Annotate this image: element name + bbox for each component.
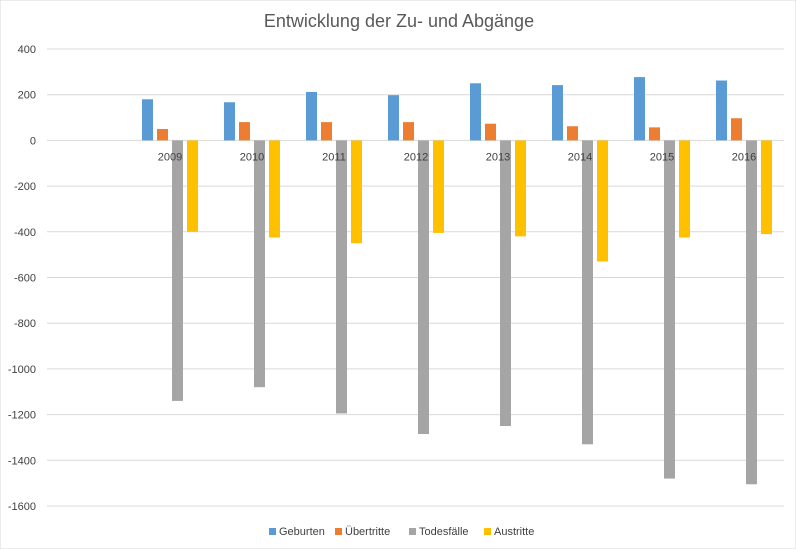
legend: Geburten Übertritte Todesfälle Austritte [269, 526, 534, 538]
y-tick-label: -200 [14, 181, 36, 193]
bar-austritte-2011 [351, 140, 362, 244]
legend-label: Geburten [279, 526, 325, 538]
y-tick-label: -1000 [8, 364, 36, 376]
bar-übertritte-2014 [567, 126, 578, 141]
bar-todesfälle-2011 [336, 140, 347, 414]
x-tick-label: 2013 [486, 151, 510, 163]
bar-austritte-2010 [269, 140, 280, 238]
bar-übertritte-2016 [731, 118, 742, 141]
bar-todesfälle-2013 [500, 140, 511, 427]
bar-geburten-2014 [552, 85, 563, 141]
x-tick-label: 2014 [568, 151, 592, 163]
x-tick-label: 2010 [240, 151, 264, 163]
x-tick-label: 2015 [650, 151, 674, 163]
bar-austritte-2012 [433, 140, 444, 233]
bar-geburten-2012 [388, 95, 399, 141]
gridlines [47, 48, 784, 507]
bar-geburten-2015 [634, 77, 645, 141]
bar-austritte-2016 [761, 140, 772, 235]
legend-swatch [484, 528, 491, 535]
bar-übertritte-2010 [239, 122, 250, 141]
legend-label: Todesfälle [419, 526, 469, 538]
bar-übertritte-2015 [649, 127, 660, 141]
legend-swatch [335, 528, 342, 535]
bar-geburten-2009 [142, 99, 153, 141]
legend-label: Übertritte [345, 526, 390, 538]
bar-austritte-2015 [679, 140, 690, 238]
bar-geburten-2010 [224, 102, 235, 141]
x-tick-label: 2011 [322, 151, 346, 163]
x-tick-label: 2012 [404, 151, 428, 163]
bar-todesfälle-2014 [582, 140, 593, 445]
y-tick-label: -1600 [8, 501, 36, 513]
bar-übertritte-2012 [403, 122, 414, 141]
bar-todesfälle-2009 [172, 140, 183, 401]
bar-todesfälle-2016 [746, 140, 757, 485]
x-tick-label: 2009 [158, 151, 182, 163]
y-tick-label: -1200 [8, 410, 36, 422]
bar-todesfälle-2010 [254, 140, 265, 388]
legend-label: Austritte [494, 526, 534, 538]
bar-todesfälle-2012 [418, 140, 429, 435]
y-axis-tick-labels: 400 200 0 -200 -400 -600 -800 -1000 -1200 -1400 -1… [8, 44, 36, 513]
bar-todesfälle-2015 [664, 140, 675, 479]
y-tick-label: -1400 [8, 455, 36, 467]
bar-series [142, 77, 772, 485]
legend-swatch [269, 528, 276, 535]
bar-geburten-2013 [470, 83, 481, 141]
y-tick-label: 400 [18, 44, 36, 56]
y-tick-label: -600 [14, 273, 36, 285]
bar-übertritte-2013 [485, 123, 496, 141]
bar-austritte-2014 [597, 140, 608, 262]
bar-geburten-2011 [306, 91, 317, 141]
x-tick-label: 2016 [732, 151, 756, 163]
y-tick-label: -400 [14, 227, 36, 239]
y-tick-label: -800 [14, 318, 36, 330]
y-tick-label: 0 [30, 135, 36, 147]
bar-übertritte-2009 [157, 128, 168, 141]
bar-geburten-2016 [716, 80, 727, 141]
bar-übertritte-2011 [321, 122, 332, 141]
y-tick-label: 200 [18, 90, 36, 102]
chart-title: Entwicklung der Zu- und Abgänge [264, 11, 534, 31]
bar-austritte-2009 [187, 140, 198, 232]
legend-swatch [409, 528, 416, 535]
bar-austritte-2013 [515, 140, 526, 237]
x-axis-tick-labels: 2009 2010 2011 2012 2013 2014 2015 2016 [158, 151, 756, 163]
